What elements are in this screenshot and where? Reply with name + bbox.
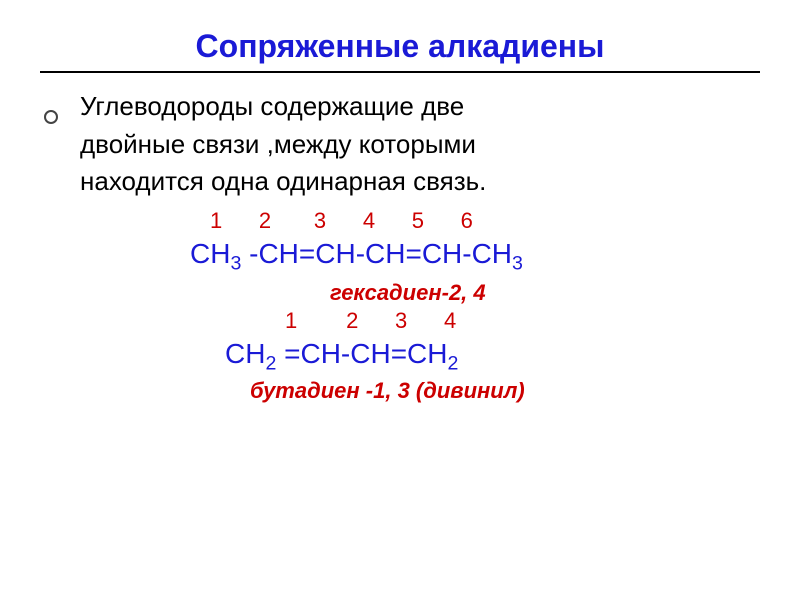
- slide-title: Сопряженные алкадиены: [40, 28, 760, 65]
- title-underline: [40, 71, 760, 73]
- example1-caption: гексадиен-2, 4: [330, 280, 760, 306]
- body-line-1: Углеводороды содержащие две: [80, 91, 760, 123]
- example2-formula: CH2 =CH-CH=CH2: [225, 338, 760, 370]
- example2-positions: 1 2 3 4: [285, 308, 760, 334]
- body-line-2: двойные связи ,между которыми: [80, 129, 760, 161]
- example1-formula: CH3 -CH=CH-CH=CH-CH3: [190, 238, 760, 270]
- example1-positions: 1 2 3 4 5 6: [210, 208, 760, 234]
- bullet-icon: [44, 110, 58, 124]
- slide: Сопряженные алкадиены Углеводороды содер…: [0, 0, 800, 600]
- body-line-3: находится одна одинарная связь.: [80, 166, 760, 198]
- example2-caption: бутадиен -1, 3 (дивинил): [250, 378, 760, 404]
